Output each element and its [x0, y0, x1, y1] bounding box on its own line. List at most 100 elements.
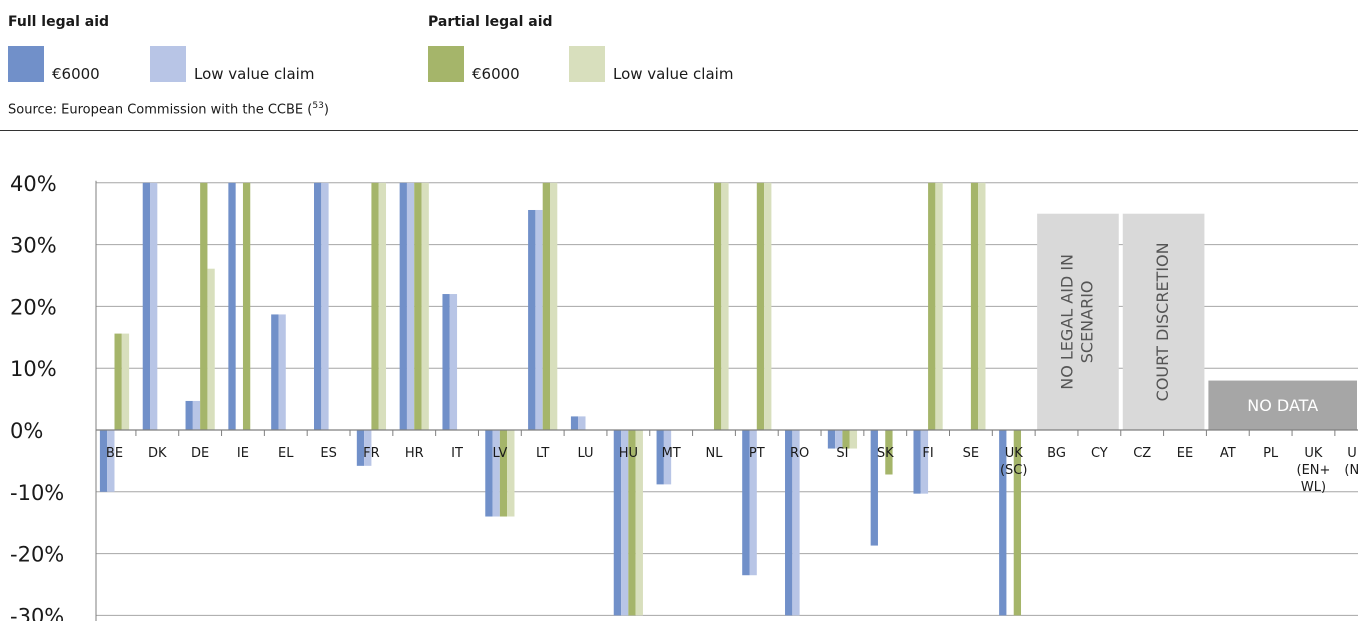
bar-de-full-legal-aid-6000 — [185, 400, 193, 430]
annotation-label-court-discretion-0: COURT DISCRETION — [1153, 242, 1172, 401]
bar-fi-full-legal-aid-low-value-claim — [920, 430, 929, 494]
bar-hu-partial-legal-aid-low-value-claim — [635, 430, 643, 616]
legend-label-full-6000: €6000 — [52, 65, 100, 83]
source-note: Source: European Commission with the CCB… — [8, 101, 329, 118]
x-tick-label-line-es-0: ES — [320, 446, 336, 461]
bar-pt-full-legal-aid-6000 — [742, 430, 750, 576]
legend-label-partial-6000: €6000 — [472, 65, 520, 83]
x-tick-label-line-at-0: AT — [1220, 446, 1236, 461]
x-tick-label-lt: LT — [536, 446, 549, 461]
header-divider — [0, 130, 1358, 131]
x-tick-label-line-uk-sc-0: UK — [1005, 446, 1024, 461]
bar-pt-full-legal-aid-low-value-claim — [749, 430, 757, 576]
annotation-no-data: NO DATA — [1208, 380, 1357, 430]
y-tick-label-20: 20% — [10, 295, 57, 319]
bar-hr-full-legal-aid-low-value-claim — [406, 182, 415, 430]
bar-fi-partial-legal-aid-low-value-claim — [935, 182, 943, 430]
x-tick-label-ro: RO — [790, 446, 809, 461]
y-tick-label-10: 10% — [10, 357, 57, 381]
x-tick-label-cz: CZ — [1133, 446, 1151, 461]
bar-es-full-legal-aid-low-value-claim — [321, 182, 329, 430]
bar-fr-partial-legal-aid-6000 — [371, 182, 379, 430]
bar-fr-full-legal-aid-low-value-claim — [364, 430, 372, 466]
bar-dk-full-legal-aid-low-value-claim — [150, 182, 158, 430]
bar-it-full-legal-aid-low-value-claim — [449, 294, 458, 430]
bar-lv-partial-legal-aid-low-value-claim — [507, 430, 515, 517]
annotation-court-discretion: COURT DISCRETION — [1122, 213, 1205, 430]
bar-hr-full-legal-aid-6000 — [399, 182, 407, 430]
x-tick-label-de: DE — [191, 446, 209, 461]
annotation-label-no-data: NO DATA — [1247, 396, 1318, 415]
x-tick-label-pl: PL — [1263, 446, 1279, 461]
annotation-box-no-legal-aid-in-scenario — [1037, 213, 1119, 430]
bar-lt-full-legal-aid-low-value-claim — [535, 209, 543, 430]
x-tick-label-line-hu-0: HU — [619, 446, 638, 461]
legend-title-full-legal-aid: Full legal aid — [8, 14, 110, 30]
annotation-boxes: NO LEGAL AID IN SCENARIO COURT DISCRETION N… — [1037, 213, 1357, 430]
x-tick-label-line-ie-0: IE — [237, 446, 249, 461]
bar-lv-partial-legal-aid-6000 — [499, 430, 508, 517]
bar-nl-partial-legal-aid-low-value-claim — [721, 182, 729, 430]
bar-si-full-legal-aid-6000 — [827, 430, 836, 449]
bar-hu-full-legal-aid-6000 — [613, 430, 622, 616]
x-tick-label-line-uk-en-wl-0: UK — [1304, 446, 1323, 461]
bar-fi-full-legal-aid-6000 — [913, 430, 921, 494]
bar-it-full-legal-aid-6000 — [442, 294, 450, 430]
x-axis-category-labels: BE DK DE IE EL ES FR HR IT LV LT LU HU MT NL PT RO SI SK FI… — [106, 446, 1358, 495]
legend-label-partial-low-value: Low value claim — [613, 65, 734, 83]
legend-label-full-low-value: Low value claim — [194, 65, 315, 83]
bar-lt-full-legal-aid-6000 — [528, 209, 536, 430]
x-tick-label-line-be-0: BE — [106, 446, 123, 461]
bar-hu-full-legal-aid-low-value-claim — [621, 430, 629, 616]
bar-lv-full-legal-aid-low-value-claim — [492, 430, 500, 517]
annotation-no-legal-aid-in-scenario: NO LEGAL AID IN SCENARIO — [1037, 213, 1119, 430]
x-tick-label-uk-sc: UK (SC) — [1000, 446, 1027, 478]
x-tick-label-uk-en-wl: UK (EN+ WL) — [1297, 446, 1331, 495]
bar-be-partial-legal-aid-6000 — [114, 333, 122, 430]
x-tick-label-line-dk-0: DK — [148, 446, 167, 461]
x-tick-label-el: EL — [278, 446, 294, 461]
bar-lu-full-legal-aid-6000 — [570, 416, 579, 430]
bar-es-full-legal-aid-6000 — [314, 182, 322, 430]
bar-se-partial-legal-aid-low-value-claim — [978, 182, 986, 430]
y-tick-label-0: 0% — [10, 419, 43, 443]
legend-swatch-full-low-value — [150, 46, 186, 82]
legend-swatch-partial-low-value — [569, 46, 605, 82]
bar-hr-partial-legal-aid-low-value-claim — [421, 182, 429, 430]
x-tick-label-line-uk-ni-1: (NI) — [1344, 463, 1358, 478]
x-tick-label-cy: CY — [1091, 446, 1108, 461]
x-tick-label-fi: FI — [922, 446, 933, 461]
x-tick-label-line-lu-0: LU — [577, 446, 593, 461]
bar-el-full-legal-aid-low-value-claim — [278, 314, 286, 430]
bar-be-full-legal-aid-6000 — [99, 430, 108, 492]
legend-swatch-full-6000 — [8, 46, 44, 82]
x-tick-label-line-de-0: DE — [191, 446, 209, 461]
bar-lv-full-legal-aid-6000 — [485, 430, 493, 517]
x-tick-label-line-el-0: EL — [278, 446, 294, 461]
annotation-box-court-discretion — [1122, 213, 1205, 430]
x-tick-label-line-uk-ni-0: UK — [1347, 446, 1358, 461]
y-tick-label-40: 40% — [10, 172, 57, 196]
x-tick-label-at: AT — [1220, 446, 1236, 461]
bar-dk-full-legal-aid-6000 — [142, 182, 151, 430]
x-tick-label-line-lv-0: LV — [493, 446, 508, 461]
bar-lt-partial-legal-aid-low-value-claim — [550, 182, 558, 430]
bar-sk-full-legal-aid-6000 — [870, 430, 878, 546]
x-tick-label-lu: LU — [577, 446, 593, 461]
x-tick-label-fr: FR — [363, 446, 380, 461]
bar-sk-partial-legal-aid-6000 — [885, 430, 893, 475]
x-tick-label-dk: DK — [148, 446, 167, 461]
bar-mt-full-legal-aid-6000 — [656, 430, 664, 485]
annotation-label-no-legal-aid-in-scenario-0: NO LEGAL AID IN — [1057, 254, 1076, 390]
x-tick-label-line-cy-0: CY — [1091, 446, 1108, 461]
x-tick-label-line-bg-0: BG — [1047, 446, 1066, 461]
bar-lu-full-legal-aid-low-value-claim — [578, 416, 586, 430]
source-footnote-ref: 53 — [312, 101, 324, 111]
annotation-label-no-legal-aid-in-scenario-1: SCENARIO — [1077, 280, 1096, 363]
bar-fi-partial-legal-aid-6000 — [928, 182, 936, 430]
y-tick-label-20: -20% — [10, 543, 64, 567]
bar-si-full-legal-aid-low-value-claim — [835, 430, 843, 449]
x-tick-label-nl: NL — [705, 446, 723, 461]
legend-title-partial-legal-aid: Partial legal aid — [428, 14, 553, 30]
bar-de-partial-legal-aid-low-value-claim — [207, 268, 215, 430]
